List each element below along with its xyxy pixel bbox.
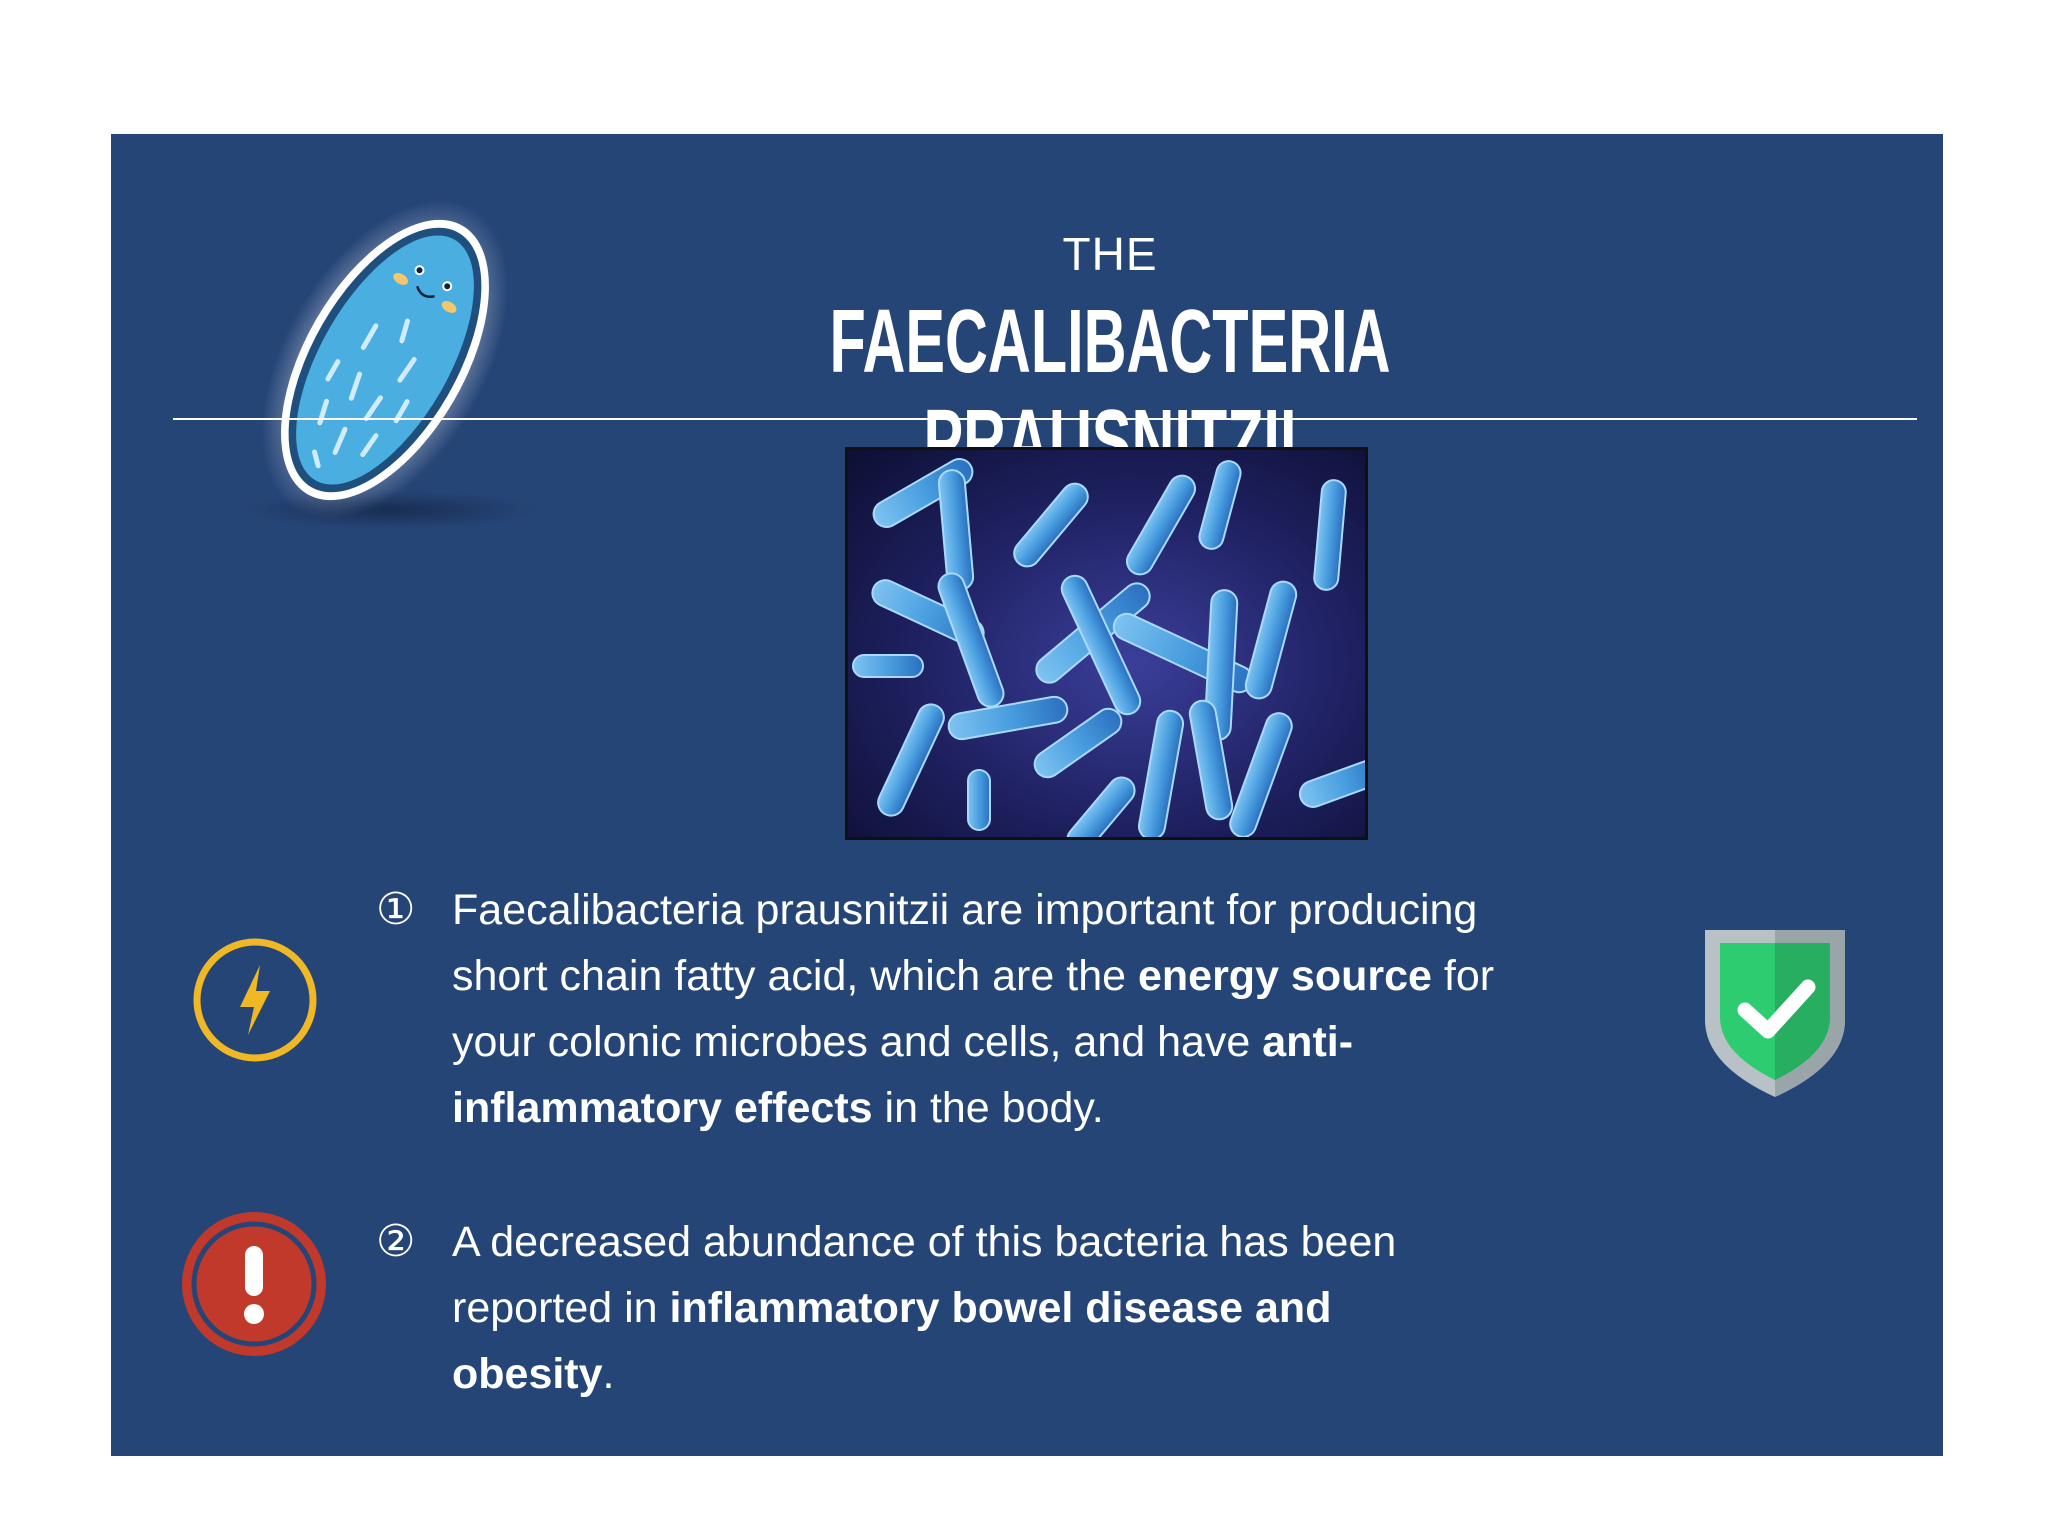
shield-check-icon	[1705, 930, 1845, 1097]
body-text: .	[602, 1350, 615, 1398]
point-1-marker: ①	[376, 884, 416, 935]
point-line: obesity.	[452, 1341, 1652, 1407]
point-1-text: Faecalibacteria prausnitzii are importan…	[452, 877, 1652, 1141]
cartoon-bacterium-icon	[240, 200, 540, 530]
emphasis-text: inflammatory bowel disease and	[669, 1284, 1332, 1332]
point-line: short chain fatty acid, which are the en…	[452, 943, 1652, 1009]
point-2-text: A decreased abundance of this bacteria h…	[452, 1209, 1652, 1407]
title-prefix: THE	[1062, 228, 1158, 280]
body-text: in the body.	[872, 1084, 1104, 1132]
body-text: reported in	[452, 1284, 670, 1332]
title-divider	[173, 418, 1917, 420]
point-2-marker: ②	[376, 1216, 416, 1267]
page-title: FAECALIBACTERIA PRAUSNITZII	[829, 292, 1391, 492]
lightning-bolt-icon	[193, 938, 317, 1062]
point-line: your colonic microbes and cells, and hav…	[452, 1009, 1652, 1075]
emphasis-text: obesity	[452, 1350, 603, 1398]
body-text: short chain fatty acid, which are the	[452, 952, 1138, 1000]
emphasis-text: anti-	[1262, 1018, 1354, 1066]
exclamation-icon	[182, 1212, 326, 1356]
emphasis-text: energy source	[1137, 952, 1432, 1000]
body-text: for	[1431, 952, 1495, 1000]
bacteria-micrograph	[845, 447, 1368, 840]
point-line: A decreased abundance of this bacteria h…	[452, 1209, 1652, 1275]
point-line: inflammatory effects in the body.	[452, 1075, 1652, 1141]
bacteria-rods	[852, 458, 1365, 837]
point-line: Faecalibacteria prausnitzii are importan…	[452, 877, 1652, 943]
emphasis-text: inflammatory effects	[452, 1084, 873, 1132]
body-text: A decreased abundance of this bacteria h…	[452, 1218, 1397, 1266]
body-text: Faecalibacteria prausnitzii are importan…	[452, 886, 1478, 934]
body-text: your colonic microbes and cells, and hav…	[452, 1018, 1263, 1066]
point-line: reported in inflammatory bowel disease a…	[452, 1275, 1652, 1341]
